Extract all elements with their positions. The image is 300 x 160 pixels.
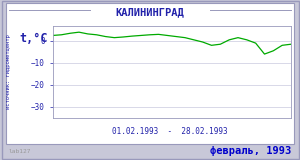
Text: КАЛИНИНГРАД: КАЛИНИНГРАД: [116, 7, 184, 17]
Text: lab127: lab127: [9, 149, 32, 154]
Text: 01.02.1993  -  28.02.1993: 01.02.1993 - 28.02.1993: [112, 128, 227, 136]
Text: февраль, 1993: февраль, 1993: [210, 146, 291, 156]
Text: t,°C: t,°C: [20, 32, 48, 45]
Text: источник: гидрометцентр: источник: гидрометцентр: [6, 35, 11, 109]
